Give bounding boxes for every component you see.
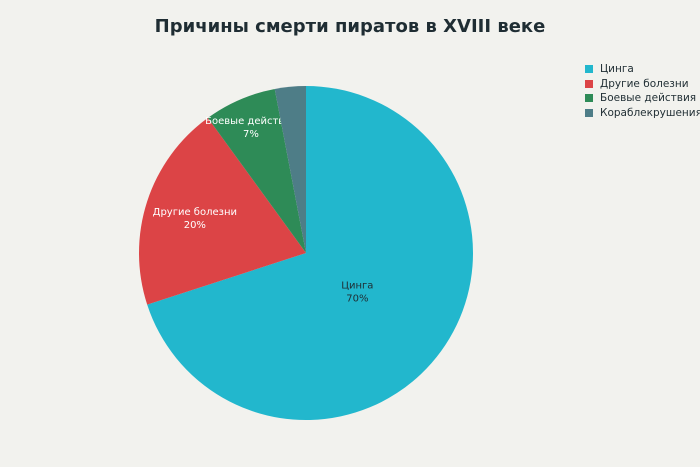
legend-item-scurvy[interactable]: Цинга bbox=[585, 62, 700, 77]
legend-swatch bbox=[585, 79, 593, 88]
pie-slice-scurvy bbox=[147, 86, 473, 420]
slice-value-label: 7% bbox=[243, 129, 259, 140]
slice-category-label: Цинга bbox=[341, 280, 373, 291]
slice-value-label: 70% bbox=[346, 293, 368, 304]
chart-title: Причины смерти пиратов в XVIII веке bbox=[154, 16, 546, 37]
pie-slice-shipwrecks bbox=[274, 86, 306, 253]
slice-label-combat: Боевые действия 7% bbox=[205, 116, 297, 140]
legend: Цинга Другие болезни Боевые действия Корабл… bbox=[585, 62, 700, 120]
legend-label: Боевые действия bbox=[600, 92, 697, 105]
slice-label-other-diseases: Другие болезни 20% bbox=[153, 207, 237, 231]
legend-label: Кораблекрушения bbox=[600, 106, 700, 119]
slice-category-label: Другие болезни bbox=[153, 207, 237, 218]
legend-label: Цинга bbox=[600, 63, 634, 76]
legend-item-other-diseases[interactable]: Другие болезни bbox=[585, 77, 700, 92]
legend-item-shipwrecks[interactable]: Кораблекрушения bbox=[585, 106, 700, 121]
legend-item-combat[interactable]: Боевые действия bbox=[585, 91, 700, 106]
legend-label: Другие болезни bbox=[600, 77, 689, 90]
legend-swatch bbox=[585, 65, 593, 74]
legend-swatch bbox=[585, 94, 593, 103]
legend-swatch bbox=[585, 108, 593, 117]
slice-value-label: 20% bbox=[184, 220, 206, 231]
slice-label-scurvy: Цинга 70% bbox=[341, 280, 373, 304]
slice-category-label: Боевые действия bbox=[205, 116, 297, 127]
pie-slice-other-diseases bbox=[139, 117, 306, 305]
pie-slice-combat bbox=[207, 88, 306, 253]
